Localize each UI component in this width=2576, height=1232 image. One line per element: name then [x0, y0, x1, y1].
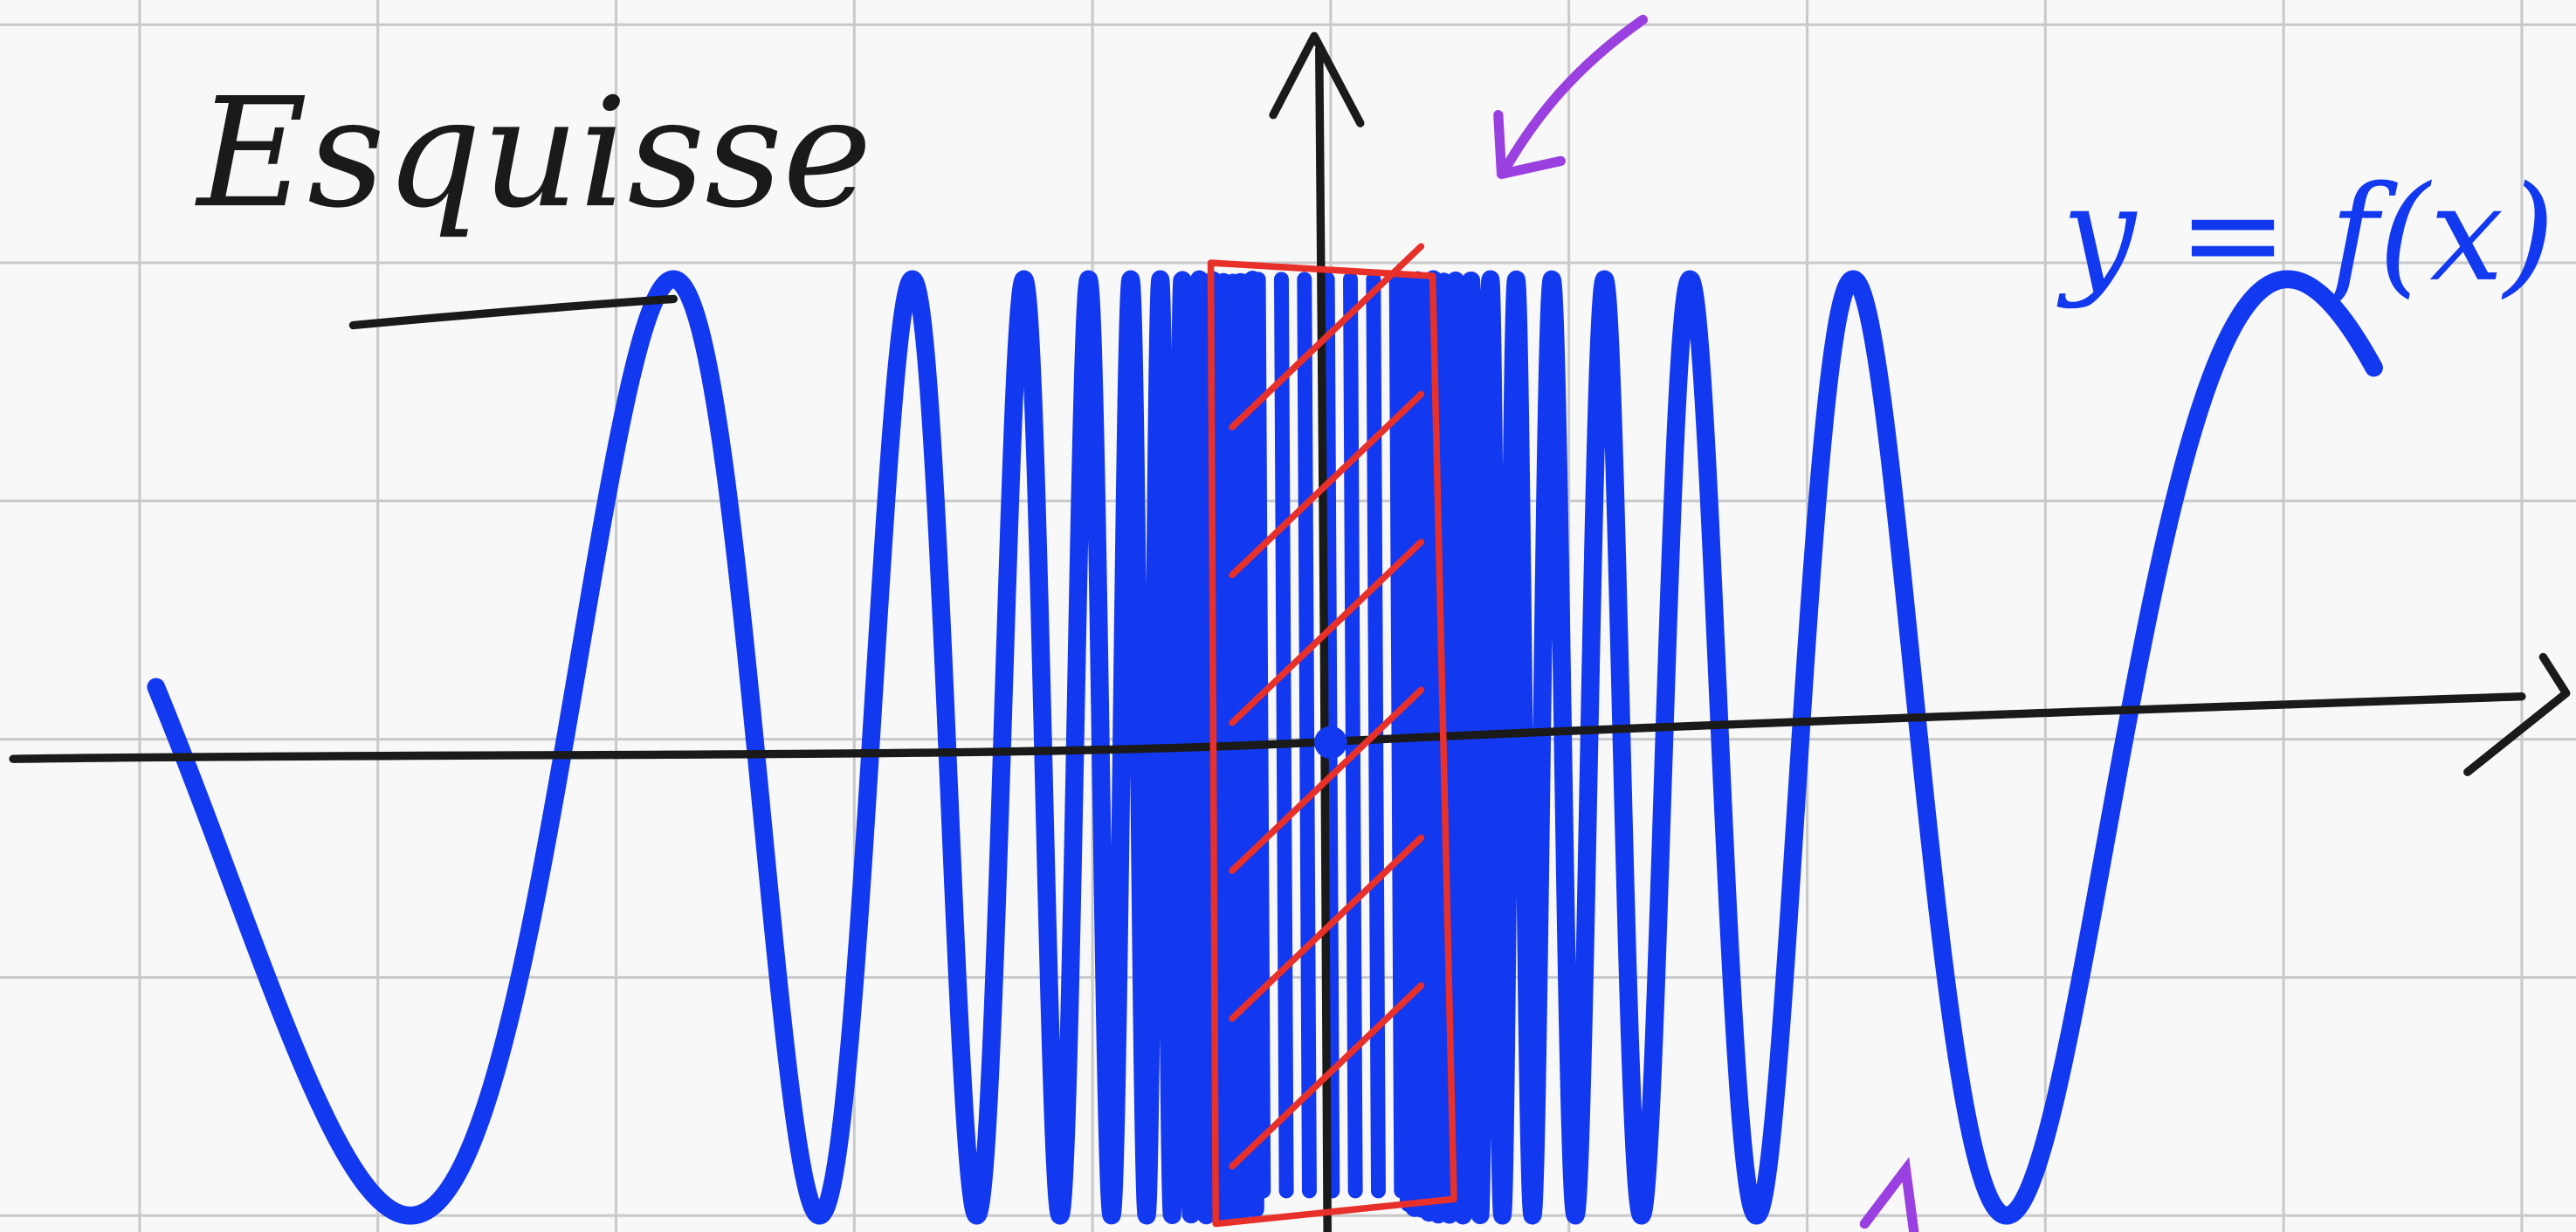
dense-stroke: [1305, 279, 1310, 1191]
origin-dot: [1314, 726, 1347, 760]
page: {"title": "Esquisse", "label": "y = f(x)…: [0, 0, 2576, 1232]
dense-stroke: [1281, 279, 1286, 1191]
sketch: Esquisse y = f(x): [0, 0, 2576, 1232]
dense-stroke: [1258, 279, 1264, 1191]
function-label: y = f(x): [2056, 158, 2555, 311]
sketch-title: Esquisse: [195, 65, 872, 241]
